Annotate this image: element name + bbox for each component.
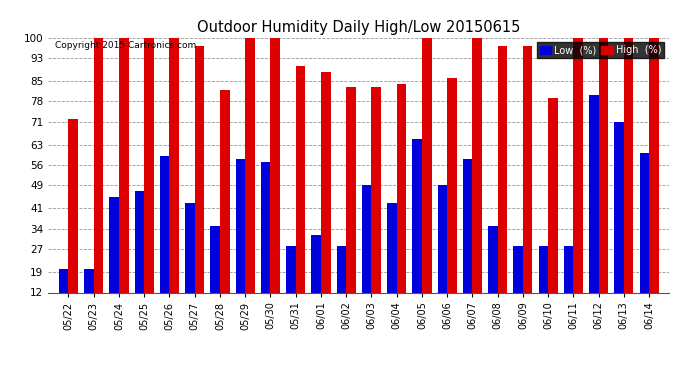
Bar bbox=[185, 202, 195, 327]
Bar bbox=[548, 98, 558, 327]
Bar bbox=[437, 185, 447, 327]
Bar bbox=[387, 202, 397, 327]
Bar bbox=[599, 38, 608, 327]
Bar bbox=[160, 156, 170, 327]
Bar bbox=[94, 38, 104, 327]
Bar bbox=[59, 269, 68, 327]
Bar bbox=[346, 87, 356, 327]
Bar bbox=[311, 234, 321, 327]
Bar bbox=[422, 38, 431, 327]
Bar bbox=[488, 226, 497, 327]
Bar bbox=[523, 46, 533, 327]
Bar bbox=[564, 246, 573, 327]
Bar bbox=[614, 122, 624, 327]
Bar bbox=[220, 90, 230, 327]
Bar bbox=[397, 84, 406, 327]
Bar bbox=[135, 191, 144, 327]
Bar bbox=[270, 38, 280, 327]
Bar bbox=[413, 139, 422, 327]
Text: Copyright 2015 Cartronics.com: Copyright 2015 Cartronics.com bbox=[55, 41, 196, 50]
Bar bbox=[640, 153, 649, 327]
Bar bbox=[447, 78, 457, 327]
Bar bbox=[170, 38, 179, 327]
Bar bbox=[624, 38, 633, 327]
Bar bbox=[362, 185, 371, 327]
Bar bbox=[538, 246, 548, 327]
Bar bbox=[321, 72, 331, 327]
Bar bbox=[210, 226, 220, 327]
Bar bbox=[296, 66, 305, 327]
Bar bbox=[649, 38, 659, 327]
Bar bbox=[261, 162, 270, 327]
Bar bbox=[513, 246, 523, 327]
Bar bbox=[144, 38, 154, 327]
Bar bbox=[119, 38, 128, 327]
Bar bbox=[110, 197, 119, 327]
Bar bbox=[235, 159, 245, 327]
Bar bbox=[286, 246, 296, 327]
Bar bbox=[337, 246, 346, 327]
Bar bbox=[84, 269, 94, 327]
Title: Outdoor Humidity Daily High/Low 20150615: Outdoor Humidity Daily High/Low 20150615 bbox=[197, 20, 520, 35]
Bar bbox=[463, 159, 473, 327]
Bar bbox=[371, 87, 381, 327]
Bar bbox=[473, 38, 482, 327]
Bar bbox=[573, 38, 583, 327]
Bar bbox=[195, 46, 204, 327]
Bar bbox=[589, 96, 599, 327]
Bar bbox=[497, 46, 507, 327]
Legend: Low  (%), High  (%): Low (%), High (%) bbox=[537, 42, 664, 58]
Bar bbox=[68, 118, 78, 327]
Bar bbox=[245, 38, 255, 327]
